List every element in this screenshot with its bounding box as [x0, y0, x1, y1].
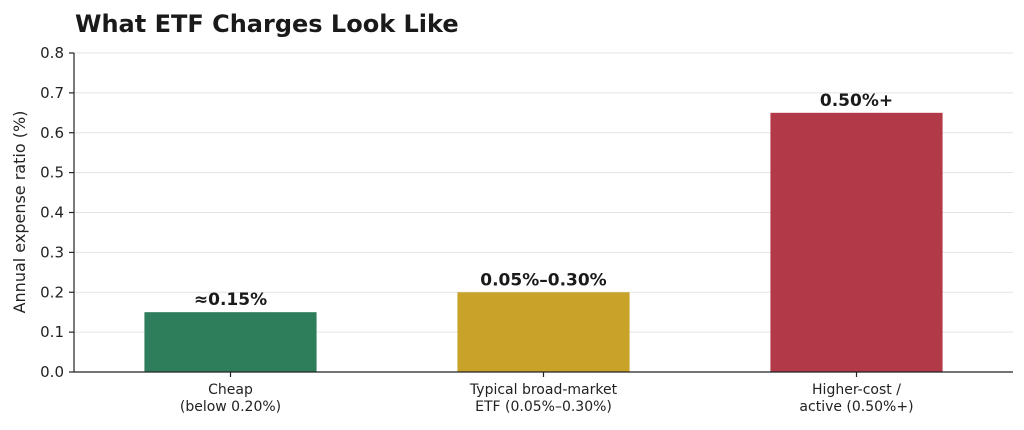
y-tick-label: 0.8 [40, 44, 64, 62]
x-tick-label: ETF (0.05%–0.30%) [475, 399, 612, 415]
data-label: 0.50%+ [820, 91, 893, 111]
y-tick-label: 0.7 [40, 84, 64, 102]
x-tick-label: (below 0.20%) [180, 399, 281, 415]
bar [770, 112, 943, 372]
data-label: 0.05%–0.30% [480, 270, 606, 290]
y-tick-label: 0.5 [40, 164, 64, 182]
chart-title: What ETF Charges Look Like [75, 10, 459, 38]
bar [457, 292, 630, 372]
data-label: ≈0.15% [194, 290, 267, 310]
bar [144, 312, 317, 372]
x-tick-label: Cheap [208, 382, 253, 398]
gridlines [74, 52, 1013, 333]
y-axis-label: Annual expense ratio (%) [10, 111, 29, 314]
x-tick-label: active (0.50%+) [799, 399, 913, 415]
y-tick-label: 0.4 [40, 204, 64, 222]
y-tick-labels: 0.0 0.1 0.2 0.3 0.4 0.5 0.6 0.7 0.8 [40, 44, 74, 381]
y-tick-label: 0.1 [40, 323, 64, 341]
y-tick-label: 0.2 [40, 283, 64, 301]
x-tick-label: Typical broad-market [469, 382, 618, 398]
data-labels: ≈0.15% 0.05%–0.30% 0.50%+ [194, 91, 893, 310]
bars [144, 112, 943, 372]
x-tick-label: Higher-cost / [812, 382, 901, 398]
y-tick-label: 0.6 [40, 124, 64, 142]
x-tick-labels: Cheap(below 0.20%) Typical broad-marketET… [180, 372, 914, 415]
y-tick-label: 0.0 [40, 363, 64, 381]
y-tick-label: 0.3 [40, 243, 64, 261]
